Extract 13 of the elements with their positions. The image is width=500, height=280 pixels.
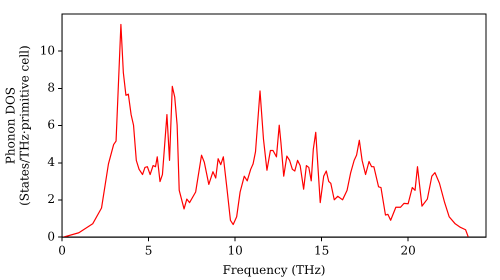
y-tick-label: 2: [47, 192, 56, 206]
y-axis-title: Phonon DOS (States/THz·primitive cell): [3, 45, 32, 206]
y-tick-label: 6: [47, 118, 56, 132]
x-tick-label: 20: [400, 244, 416, 258]
x-tick-label: 0: [58, 244, 66, 258]
y-tick-label: 8: [47, 80, 56, 95]
x-axis-title: Frequency (THz): [222, 262, 326, 277]
x-tick-label: 15: [314, 244, 330, 258]
x-tick-label: 5: [144, 244, 152, 258]
x-tick-label: 10: [227, 244, 243, 258]
y-tick-label: 0: [47, 229, 56, 244]
y-tick-label: 10: [40, 43, 56, 58]
y-tick-label: 4: [47, 154, 56, 169]
